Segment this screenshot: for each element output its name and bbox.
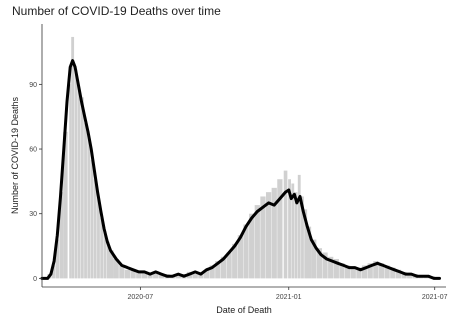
bar [100, 218, 104, 279]
bar [384, 265, 390, 279]
x-tick-label: 2021-01 [276, 294, 302, 301]
bar [243, 224, 249, 279]
y-ticks: 0 30 60 90 [29, 82, 42, 283]
bar [209, 265, 215, 279]
y-tick-label: 30 [29, 211, 37, 218]
bar [339, 263, 345, 279]
bar [232, 243, 238, 279]
bar [291, 183, 295, 279]
bar [254, 205, 260, 279]
bar [395, 269, 402, 279]
bar [361, 265, 368, 279]
bar [106, 241, 110, 279]
bar [356, 267, 362, 279]
bar [84, 123, 87, 279]
bar [103, 230, 107, 279]
bar [130, 269, 136, 279]
bar [333, 258, 339, 279]
bar [59, 192, 64, 279]
bar [407, 274, 413, 279]
bar [226, 252, 232, 279]
x-tick-label: 2020-07 [128, 294, 154, 301]
bar [237, 235, 243, 279]
bar [69, 84, 72, 279]
bars-layer [47, 36, 435, 279]
x-axis-title: Date of Death [216, 305, 272, 315]
bar [74, 69, 78, 279]
trend-line [40, 59, 441, 280]
bar [283, 170, 288, 279]
bar [93, 179, 97, 279]
bar [153, 271, 159, 279]
bar [271, 187, 277, 279]
bar [87, 136, 91, 279]
bar [141, 271, 148, 279]
bar [328, 256, 334, 279]
bar [147, 274, 153, 279]
bar [304, 209, 308, 279]
y-axis-title: Number of COVID-19 Deaths [10, 96, 20, 214]
bar [203, 269, 210, 279]
chart-title: Number of COVID-19 Deaths over time [12, 4, 221, 18]
bar [294, 192, 298, 279]
bar [109, 250, 114, 279]
bar [344, 265, 351, 279]
bar [306, 226, 312, 279]
bar [80, 97, 84, 279]
bar [215, 261, 221, 279]
bar [220, 256, 227, 279]
bar [90, 159, 94, 279]
x-ticks: 2020-07 2021-01 2021-07 [128, 287, 448, 301]
bar [124, 269, 131, 279]
y-tick-label: 90 [29, 82, 37, 89]
bar [113, 258, 119, 279]
line-layer [40, 59, 441, 280]
bar [390, 267, 396, 279]
y-tick-label: 0 [33, 276, 37, 283]
bar [175, 274, 181, 279]
bar [249, 213, 255, 279]
bar [378, 263, 385, 279]
bar [77, 88, 81, 279]
bar [136, 271, 142, 279]
bar [277, 179, 283, 279]
bar [51, 265, 56, 279]
x-tick-label: 2021-07 [422, 294, 448, 301]
bar [322, 252, 328, 279]
bar [373, 261, 379, 279]
bar [265, 192, 272, 279]
bar [119, 265, 125, 279]
bar [297, 174, 301, 279]
bar [401, 271, 407, 279]
bar [260, 196, 266, 279]
bar [71, 36, 75, 279]
bar [350, 267, 356, 279]
y-tick-label: 60 [29, 147, 37, 154]
bar [158, 274, 164, 279]
bar [192, 274, 198, 279]
bar [301, 196, 304, 279]
bar [63, 131, 68, 279]
bar [288, 179, 291, 279]
bar [316, 248, 323, 279]
bar [97, 196, 100, 279]
bar [367, 263, 373, 279]
bar [311, 239, 317, 279]
bar [55, 239, 60, 279]
